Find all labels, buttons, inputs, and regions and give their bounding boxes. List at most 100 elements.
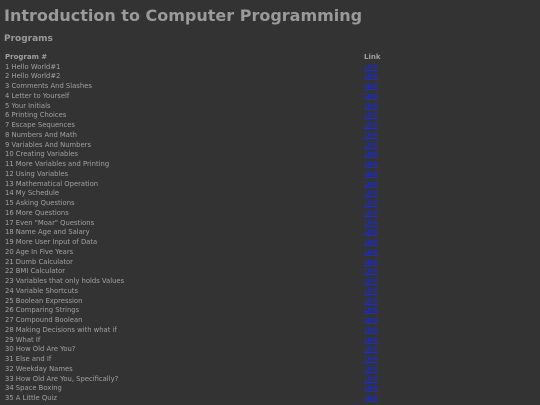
table-row: 10 Creating Variables Link: [0, 150, 540, 160]
table-row: 33 How Old Are You, Specifically? Link: [0, 375, 540, 385]
table-row: 14 My Schedule Link: [0, 189, 540, 199]
table-row: 9 Variables And Numbers Link: [0, 141, 540, 151]
program-link[interactable]: Link: [364, 306, 378, 315]
table-header: Program # Link: [0, 53, 540, 62]
table-row: 27 Compound Boolean Link: [0, 316, 540, 326]
table-row: 30 How Old Are You? Link: [0, 345, 540, 355]
table-row: 25 Boolean Expression Link: [0, 297, 540, 307]
program-link[interactable]: Link: [364, 364, 378, 373]
program-link[interactable]: Link: [364, 374, 378, 383]
program-name: 31 Else and If: [5, 355, 52, 363]
table-row: 19 More User Input of Data Link: [0, 238, 540, 248]
program-link[interactable]: Link: [364, 199, 378, 207]
program-name: 1 Hello World#1: [5, 62, 61, 71]
program-link[interactable]: Link: [364, 316, 378, 324]
program-link[interactable]: Link: [364, 296, 378, 305]
program-link[interactable]: Link: [364, 169, 378, 178]
table-row: 11 More Variables and Printing Link: [0, 160, 540, 170]
program-name: 20 Age In Five Years: [5, 247, 74, 256]
program-link[interactable]: Link: [364, 140, 378, 149]
program-link[interactable]: Link: [364, 130, 378, 139]
program-name: 17 Even "Moar" Questions: [5, 218, 95, 227]
program-name: 22 BMI Calculator: [5, 267, 66, 276]
program-link[interactable]: Link: [364, 267, 378, 276]
table-row: 24 Variable Shortcuts Link: [0, 287, 540, 297]
program-link[interactable]: Link: [364, 189, 378, 198]
program-name: 6 Printing Choices: [5, 111, 67, 120]
table-row: 32 Weekday Names Link: [0, 365, 540, 375]
program-name: 16 More Questions: [5, 208, 69, 217]
program-link[interactable]: Link: [364, 257, 378, 266]
program-link[interactable]: Link: [364, 277, 378, 285]
program-link[interactable]: Link: [364, 384, 378, 393]
program-name: 4 Letter to Yourself: [5, 91, 70, 100]
table-row: 23 Variables that only holds Values Link: [0, 277, 540, 287]
table-row: 15 Asking Questions Link: [0, 199, 540, 209]
program-name: 24 Variable Shortcuts: [5, 286, 78, 295]
program-link[interactable]: Link: [364, 160, 378, 168]
program-name: 10 Creating Variables: [5, 150, 78, 159]
table-row: 17 Even "Moar" Questions Link: [0, 219, 540, 229]
program-column-header: Program #: [5, 53, 48, 61]
program-link[interactable]: Link: [364, 325, 378, 334]
program-link[interactable]: Link: [364, 62, 378, 71]
program-name: 18 Name Age and Salary: [5, 228, 90, 237]
program-name: 8 Numbers And Math: [5, 130, 77, 139]
programs-table: 1 Hello World#1 Link 2 Hello World#2 Link 3 …: [0, 63, 540, 404]
program-name: 33 How Old Are You, Specifically?: [5, 374, 119, 383]
program-name: 26 Comparing Strings: [5, 306, 80, 315]
program-link[interactable]: Link: [364, 335, 378, 344]
program-link[interactable]: Link: [364, 238, 378, 246]
program-name: 15 Asking Questions: [5, 199, 75, 207]
program-name: 34 Space Boxing: [5, 384, 62, 393]
program-name: 28 Making Decisions with what if: [5, 325, 117, 334]
program-link[interactable]: Link: [364, 355, 378, 363]
program-name: 2 Hello World#2: [5, 72, 61, 81]
program-name: 3 Comments And Slashes: [5, 82, 92, 90]
program-link[interactable]: Link: [364, 345, 378, 354]
program-link[interactable]: Link: [364, 286, 378, 295]
table-row: 12 Using Variables Link: [0, 170, 540, 180]
program-name: 11 More Variables and Printing: [5, 160, 110, 168]
program-link[interactable]: Link: [364, 247, 378, 256]
program-link[interactable]: Link: [364, 101, 378, 110]
table-row: 35 A Little Quiz Link: [0, 394, 540, 404]
program-link[interactable]: Link: [364, 111, 378, 120]
program-name: 30 How Old Are You?: [5, 345, 76, 354]
table-row: 18 Name Age and Salary Link: [0, 228, 540, 238]
program-name: 25 Boolean Expression: [5, 296, 83, 305]
program-link[interactable]: Link: [364, 150, 378, 159]
table-row: 21 Dumb Calculator Link: [0, 258, 540, 268]
table-row: 22 BMI Calculator Link: [0, 267, 540, 277]
table-row: 4 Letter to Yourself Link: [0, 92, 540, 102]
program-name: 27 Compound Boolean: [5, 316, 83, 324]
program-name: 7 Escape Sequences: [5, 121, 75, 129]
program-link[interactable]: Link: [364, 121, 378, 129]
program-name: 9 Variables And Numbers: [5, 140, 91, 149]
table-row: 31 Else and If Link: [0, 355, 540, 365]
program-name: 23 Variables that only holds Values: [5, 277, 125, 285]
program-name: 21 Dumb Calculator: [5, 257, 73, 266]
table-row: 26 Comparing Strings Link: [0, 306, 540, 316]
program-name: 12 Using Variables: [5, 169, 69, 178]
table-row: 34 Space Boxing Link: [0, 384, 540, 394]
table-row: 28 Making Decisions with what if Link: [0, 326, 540, 336]
program-link[interactable]: Link: [364, 179, 378, 188]
program-name: 35 A Little Quiz: [5, 394, 57, 402]
program-link[interactable]: Link: [364, 82, 378, 90]
page-title: Introduction to Computer Programming: [4, 6, 363, 25]
program-link[interactable]: Link: [364, 72, 378, 81]
program-link[interactable]: Link: [364, 91, 378, 100]
table-row: 6 Printing Choices Link: [0, 111, 540, 121]
program-link[interactable]: Link: [364, 394, 378, 402]
program-link[interactable]: Link: [364, 218, 378, 227]
section-title: Programs: [4, 34, 53, 44]
program-name: 13 Mathematical Operation: [5, 179, 99, 188]
program-name: 14 My Schedule: [5, 189, 60, 198]
program-link[interactable]: Link: [364, 228, 378, 237]
table-row: 2 Hello World#2 Link: [0, 72, 540, 82]
table-row: 3 Comments And Slashes Link: [0, 82, 540, 92]
program-link[interactable]: Link: [364, 208, 378, 217]
table-row: 8 Numbers And Math Link: [0, 131, 540, 141]
table-row: 5 Your Initials Link: [0, 102, 540, 112]
